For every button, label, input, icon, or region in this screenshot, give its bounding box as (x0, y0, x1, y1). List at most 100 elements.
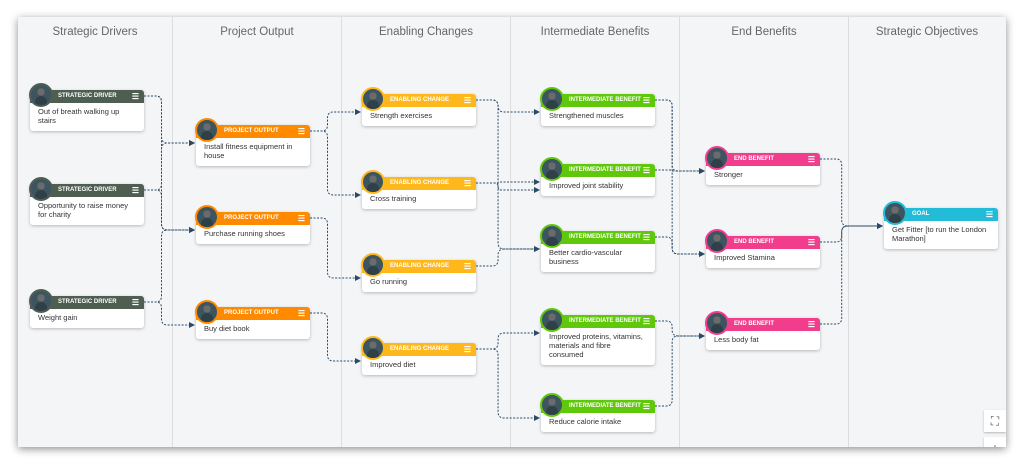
node-text: Get Fitter [to run the London Marathon] (892, 225, 987, 243)
connector-po1-ec1[interactable] (310, 109, 361, 132)
hamburger-icon[interactable]: ☰ (642, 96, 650, 105)
connector-eb1-goal[interactable] (820, 158, 883, 229)
node-text: Strength exercises (370, 111, 433, 120)
hamburger-icon[interactable]: ☰ (463, 345, 471, 354)
hamburger-icon[interactable]: ☰ (297, 127, 305, 136)
node-header: INTERMEDIATE BENEFIT ☰ (540, 87, 655, 111)
connector-ec2-ib2[interactable] (476, 179, 540, 185)
hamburger-icon[interactable]: ☰ (131, 298, 139, 307)
node-header: INTERMEDIATE BENEFIT ☰ (540, 393, 655, 417)
node-header: INTERMEDIATE BENEFIT ☰ (540, 224, 655, 248)
connector-layer (144, 95, 883, 421)
zoom-button[interactable]: + (984, 437, 1006, 447)
node-type-label: END BENEFIT (734, 321, 775, 327)
connector-sd2-po1[interactable] (144, 140, 195, 191)
connector-ib4-eb3[interactable] (655, 320, 705, 339)
connector-eb3-goal[interactable] (820, 223, 883, 325)
connector-ec3-ib3[interactable] (476, 246, 540, 267)
connector-po2-ec3[interactable] (310, 217, 361, 281)
node-sd2[interactable]: STRATEGIC DRIVER ☰ Opportunity to raise … (29, 177, 144, 225)
connector-ec4-ib4[interactable] (476, 330, 540, 350)
hamburger-icon[interactable]: ☰ (297, 214, 305, 223)
node-ib2[interactable]: INTERMEDIATE BENEFIT ☰ Improved joint st… (540, 157, 655, 196)
node-header: ENABLING CHANGE ☰ (361, 87, 476, 111)
node-ib1[interactable]: INTERMEDIATE BENEFIT ☰ Strengthened musc… (540, 87, 655, 126)
hamburger-icon[interactable]: ☰ (463, 262, 471, 271)
column-title: Intermediate Benefits (540, 26, 650, 38)
node-header: PROJECT OUTPUT ☰ (195, 205, 310, 229)
hamburger-icon[interactable]: ☰ (642, 166, 650, 175)
hamburger-icon[interactable]: ☰ (807, 320, 815, 329)
connector-ec1-ib3[interactable] (476, 99, 540, 252)
node-sd1[interactable]: STRATEGIC DRIVER ☰ Out of breath walking… (29, 83, 144, 131)
hamburger-icon[interactable]: ☰ (297, 309, 305, 318)
node-po1[interactable]: PROJECT OUTPUT ☰ Install fitness equipme… (195, 118, 310, 166)
connector-sd1-po2[interactable] (144, 95, 195, 233)
node-ec1[interactable]: ENABLING CHANGE ☰ Strength exercises (361, 87, 476, 126)
hamburger-icon[interactable]: ☰ (642, 317, 650, 326)
node-type-label: PROJECT OUTPUT (224, 310, 279, 316)
node-header: STRATEGIC DRIVER ☰ (29, 289, 144, 313)
connector-ib2-eb1[interactable] (655, 168, 705, 174)
node-po3[interactable]: PROJECT OUTPUT ☰ Buy diet book (195, 300, 310, 339)
node-text: Opportunity to raise money for charity (38, 201, 129, 219)
connector-ec4-ib5[interactable] (476, 348, 540, 421)
node-type-label: GOAL (912, 211, 930, 217)
connector-ib5-eb3[interactable] (655, 333, 705, 407)
connector-ib3-eb2[interactable] (655, 236, 705, 257)
avatar (29, 83, 53, 107)
avatar (540, 157, 564, 181)
avatar (361, 87, 385, 111)
hamburger-icon[interactable]: ☰ (463, 179, 471, 188)
avatar (883, 201, 907, 225)
connector-eb2-goal[interactable] (820, 223, 883, 243)
node-ec3[interactable]: ENABLING CHANGE ☰ Go running (361, 253, 476, 292)
connector-po1-ec2[interactable] (310, 130, 361, 198)
node-ib5[interactable]: INTERMEDIATE BENEFIT ☰ Reduce calorie in… (540, 393, 655, 432)
avatar (29, 289, 53, 313)
zoom-icon: + (991, 441, 998, 447)
connector-ec2-ib2[interactable] (476, 182, 540, 193)
column-project-output: Project Output (173, 17, 342, 447)
node-text: Improved proteins, vitamins, materials a… (549, 332, 643, 359)
connector-sd2-po2[interactable] (144, 189, 195, 233)
hamburger-icon[interactable]: ☰ (463, 96, 471, 105)
hamburger-icon[interactable]: ☰ (807, 238, 815, 247)
node-goal[interactable]: GOAL ☰ Get Fitter [to run the London Mar… (883, 201, 998, 249)
hamburger-icon[interactable]: ☰ (131, 186, 139, 195)
node-eb2[interactable]: END BENEFIT ☰ Improved Stamina (705, 229, 820, 268)
node-eb1[interactable]: END BENEFIT ☰ Stronger (705, 146, 820, 185)
node-text: Buy diet book (204, 324, 250, 333)
node-type-label: PROJECT OUTPUT (224, 128, 279, 134)
node-header: END BENEFIT ☰ (705, 229, 820, 253)
node-ib4[interactable]: INTERMEDIATE BENEFIT ☰ Improved proteins… (540, 308, 655, 365)
column-title: Project Output (220, 26, 294, 38)
hamburger-icon[interactable]: ☰ (642, 233, 650, 242)
hamburger-icon[interactable]: ☰ (642, 402, 650, 411)
node-type-label: PROJECT OUTPUT (224, 215, 279, 221)
connector-po3-ec4[interactable] (310, 312, 361, 364)
node-po2[interactable]: PROJECT OUTPUT ☰ Purchase running shoes (195, 205, 310, 244)
node-ec4[interactable]: ENABLING CHANGE ☰ Improved diet (361, 336, 476, 375)
connector-ib1-eb1[interactable] (655, 99, 705, 174)
hamburger-icon[interactable]: ☰ (807, 155, 815, 164)
hamburger-icon[interactable]: ☰ (131, 92, 139, 101)
node-eb3[interactable]: END BENEFIT ☰ Less body fat (705, 311, 820, 350)
fit-to-screen-button[interactable]: ⛶ (984, 410, 1006, 432)
avatar (361, 253, 385, 277)
connector-sd3-po2[interactable] (144, 227, 195, 303)
node-ec2[interactable]: ENABLING CHANGE ☰ Cross training (361, 170, 476, 209)
connector-sd3-po3[interactable] (144, 301, 195, 328)
benefits-map-canvas[interactable]: Strategic Drivers Project Output Enabling … (18, 17, 1006, 447)
connector-ib1-eb2[interactable] (655, 99, 705, 257)
node-ib3[interactable]: INTERMEDIATE BENEFIT ☰ Better cardio-vas… (540, 224, 655, 272)
column-enabling-changes: Enabling Changes (342, 17, 511, 447)
connector-sd1-po1[interactable] (144, 95, 195, 146)
column-strategic-objectives: Strategic Objectives (849, 17, 1005, 447)
node-text: Go running (370, 277, 408, 286)
node-sd3[interactable]: STRATEGIC DRIVER ☰ Weight gain (29, 289, 144, 328)
hamburger-icon[interactable]: ☰ (985, 210, 993, 219)
column-title: End Benefits (731, 26, 797, 38)
node-text: Better cardio-vascular business (549, 248, 622, 266)
connector-ec1-ib1[interactable] (476, 99, 540, 115)
